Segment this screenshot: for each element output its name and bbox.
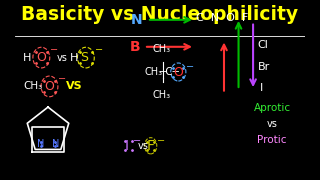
Text: Aprotic: Aprotic (253, 103, 291, 113)
Text: N: N (37, 139, 44, 149)
Text: ─C─: ─C─ (159, 67, 179, 77)
Text: C  N  O  F: C N O F (196, 13, 249, 23)
Text: O: O (44, 80, 54, 93)
Text: CH₃: CH₃ (153, 90, 171, 100)
Text: S: S (81, 51, 89, 64)
Text: −: − (50, 45, 58, 55)
Text: CH₃: CH₃ (153, 44, 171, 54)
Text: O: O (36, 51, 46, 64)
Text: I: I (260, 83, 263, 93)
Text: H: H (70, 53, 78, 63)
Text: vs: vs (138, 141, 149, 151)
Text: N: N (52, 139, 59, 149)
Text: Br: Br (258, 62, 270, 72)
Text: −: − (58, 74, 66, 84)
Text: H: H (23, 53, 32, 63)
Text: N: N (131, 13, 142, 27)
Text: Basicity vs Nucleophilicity: Basicity vs Nucleophilicity (21, 5, 299, 24)
Text: −: − (94, 45, 103, 55)
Text: vs: vs (267, 119, 277, 129)
Text: VS: VS (66, 81, 82, 91)
Text: −: − (186, 62, 194, 72)
Text: −: − (157, 136, 165, 146)
Text: CH₃: CH₃ (23, 81, 43, 91)
Text: I: I (125, 139, 129, 153)
Text: F: F (147, 139, 155, 153)
Text: Cl: Cl (258, 40, 268, 50)
Text: vs: vs (57, 53, 68, 63)
Text: Protic: Protic (257, 135, 287, 145)
Text: −: − (133, 136, 141, 146)
Text: B: B (130, 40, 140, 54)
Text: CH₃: CH₃ (144, 67, 162, 77)
Text: O: O (173, 66, 183, 78)
